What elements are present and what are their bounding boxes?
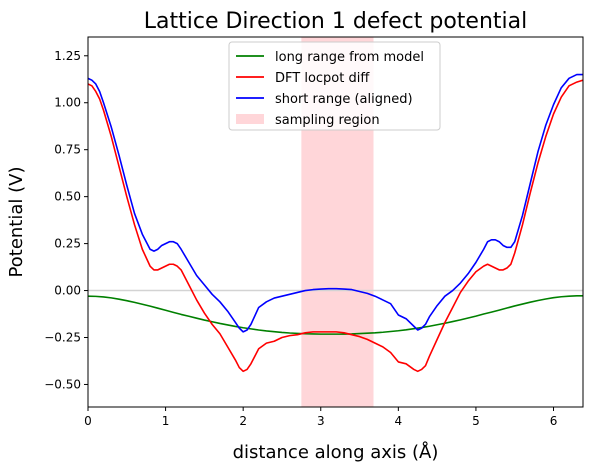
legend-swatch-sampling-region (236, 114, 264, 124)
x-tick-label: 2 (239, 414, 247, 428)
x-tick-label: 3 (317, 414, 325, 428)
y-tick-label: 0.50 (54, 190, 81, 204)
y-tick-label: 0.75 (54, 143, 81, 157)
x-tick-label: 5 (472, 414, 480, 428)
x-tick-label: 0 (84, 414, 92, 428)
y-tick-label: 1.25 (54, 49, 81, 63)
x-tick-label: 6 (550, 414, 558, 428)
x-tick-label: 1 (162, 414, 170, 428)
series-line-2 (88, 79, 583, 373)
y-tick-label: −0.50 (44, 377, 81, 391)
chart-title: Lattice Direction 1 defect potential (144, 9, 527, 34)
y-tick-label: −0.25 (44, 331, 81, 345)
legend-box (228, 41, 441, 131)
y-tick-label: 1.00 (54, 96, 81, 110)
x-axis-title: distance along axis (Å) (233, 441, 439, 463)
x-tick-label: 4 (395, 414, 403, 428)
y-tick-label: 0.00 (54, 284, 81, 298)
series-line-1 (88, 295, 583, 335)
series-line-3 (88, 73, 583, 333)
legend-label-3: short range (aligned) (275, 92, 413, 107)
y-axis-title: Potential (V) (6, 167, 27, 278)
legend: long range from model DFT locpot diff shor… (228, 41, 441, 131)
legend-label-1: long range from model (275, 50, 424, 65)
legend-label-2: DFT locpot diff (275, 71, 370, 86)
legend-label-sampling-region: sampling region (275, 113, 380, 128)
axes-frame (87, 36, 584, 408)
y-tick-label: 0.25 (54, 237, 81, 251)
